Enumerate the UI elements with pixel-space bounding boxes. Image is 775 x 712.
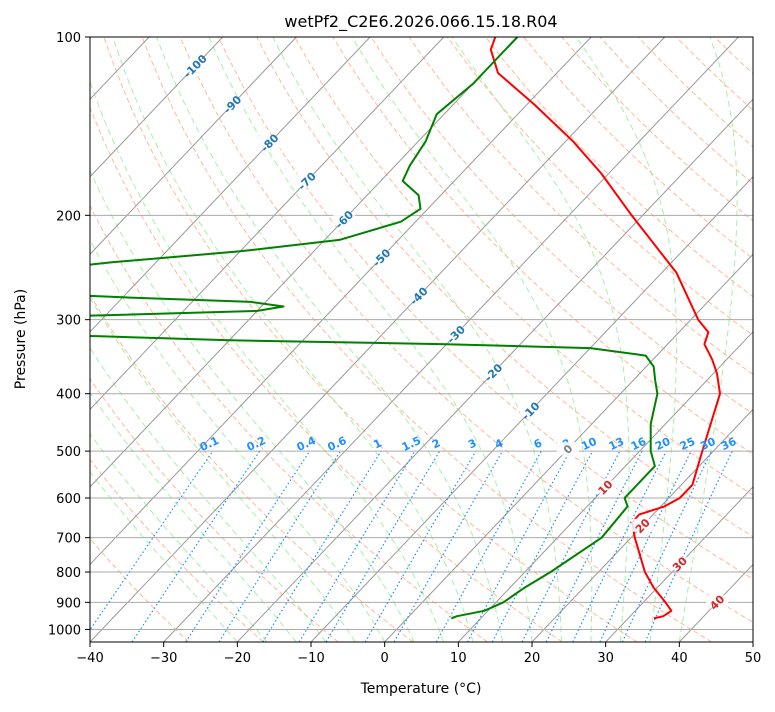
y-tick-label: 800 <box>56 566 81 581</box>
x-tick-label: 40 <box>671 651 688 666</box>
x-tick-label: −40 <box>76 651 103 666</box>
x-axis-label: Temperature (°C) <box>360 681 482 697</box>
y-tick-label: 400 <box>56 388 81 403</box>
y-tick-label: 100 <box>56 31 81 46</box>
chart-title: wetPf2_C2E6.2026.066.15.18.R04 <box>284 12 557 32</box>
y-tick-label: 1000 <box>48 623 81 638</box>
y-tick-label: 300 <box>56 314 81 329</box>
x-tick-label: −10 <box>297 651 324 666</box>
y-tick-label: 600 <box>56 492 81 507</box>
x-tick-label: 50 <box>745 651 762 666</box>
y-tick-label: 700 <box>56 532 81 547</box>
x-tick-label: 20 <box>524 651 541 666</box>
y-axis-label: Pressure (hPa) <box>13 289 29 389</box>
x-tick-label: 30 <box>597 651 614 666</box>
x-tick-label: 10 <box>450 651 467 666</box>
x-tick-label: −20 <box>224 651 251 666</box>
y-tick-label: 500 <box>56 445 81 460</box>
x-tick-label: 0 <box>381 651 389 666</box>
y-tick-label: 200 <box>56 209 81 224</box>
y-tick-label: 900 <box>56 596 81 611</box>
x-tick-label: −30 <box>150 651 177 666</box>
